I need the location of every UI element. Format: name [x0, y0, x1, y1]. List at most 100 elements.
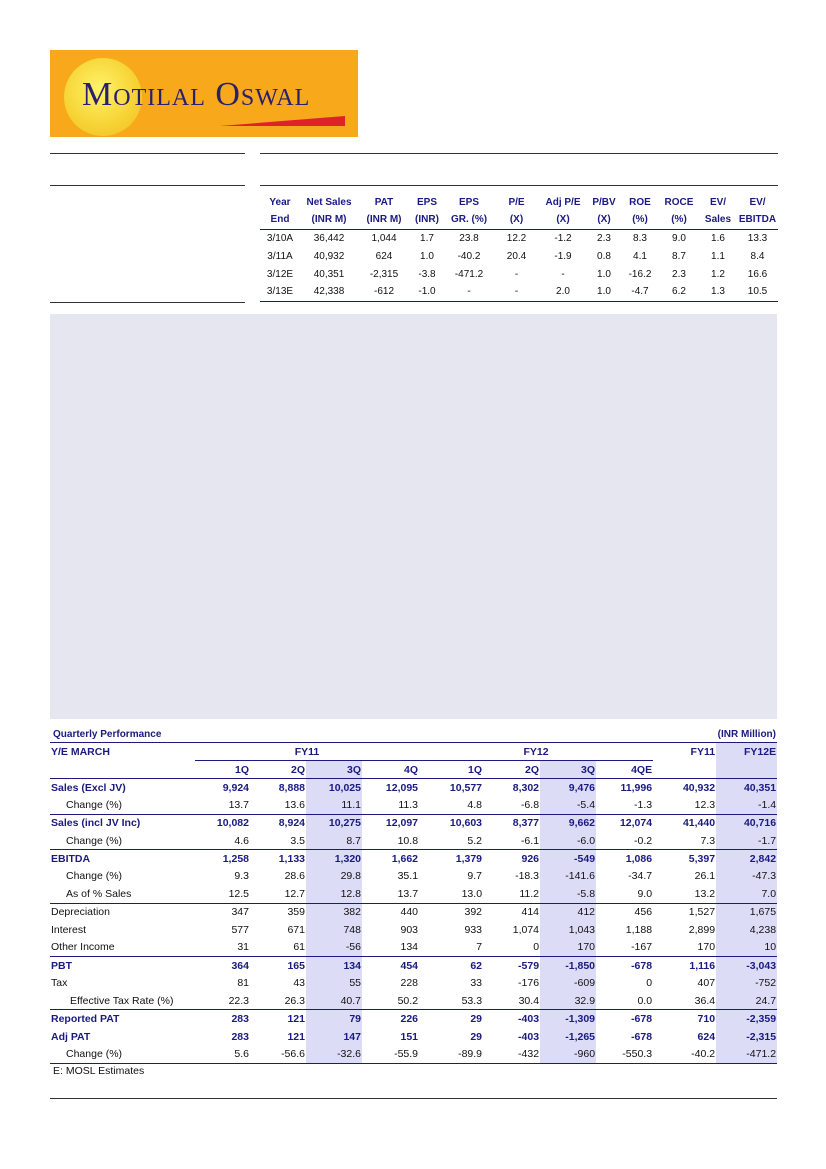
- table-cell: 392: [464, 906, 483, 919]
- table-cell: 31: [195, 938, 250, 958]
- table-cell: 5.6: [195, 1045, 250, 1064]
- table-cell: 407: [697, 977, 716, 990]
- table-cell: 671: [287, 923, 305, 936]
- table-cell: -40.2: [653, 1045, 717, 1064]
- table-cell: 134: [362, 938, 420, 958]
- table-cell: -609: [540, 974, 597, 993]
- table-cell: 10.8: [362, 831, 420, 851]
- table-cell: 903: [400, 923, 419, 936]
- table-row: Adj PAT 283 121 147 151 29 -403 -1,265 -678 624 -2…: [50, 1027, 778, 1046]
- table-cell: 1,188: [625, 923, 653, 936]
- table-cell: -1,309: [540, 1009, 597, 1028]
- quarter-header: 2Q: [525, 763, 540, 776]
- table-cell: 3/12E: [266, 268, 294, 280]
- table-cell: 121: [287, 1013, 305, 1026]
- table-cell: 1,074: [512, 923, 540, 936]
- table-cell: -6.1: [483, 831, 541, 851]
- table-cell: 9.0: [672, 232, 686, 244]
- group-fy12e-total: FY12E: [716, 743, 778, 761]
- table-cell: -18.3: [515, 870, 540, 883]
- table-cell: 165: [287, 959, 305, 972]
- table-cell: 29: [470, 1013, 483, 1026]
- table-cell: -549: [540, 849, 597, 868]
- column-header: P/BV: [592, 196, 616, 208]
- table-cell: 10,603: [449, 817, 483, 830]
- table-cell: 456: [634, 906, 653, 919]
- table-cell: 11.1: [306, 796, 362, 815]
- table-cell: 33: [470, 977, 483, 990]
- table-cell: 55: [306, 974, 362, 993]
- table-cell: 42,338: [300, 283, 358, 302]
- row-label: Effective Tax Rate (%): [50, 992, 195, 1011]
- table-cell: 12.7: [250, 885, 306, 904]
- table-cell: 0: [483, 938, 541, 958]
- table-cell: 1.7: [420, 232, 434, 244]
- table-cell: -2,359: [716, 1009, 778, 1028]
- table-cell: -678: [631, 959, 653, 972]
- table-cell: 10,082: [216, 817, 249, 830]
- table-cell: 26.3: [250, 992, 306, 1011]
- table-cell: 50.2: [362, 992, 420, 1011]
- logo-text: Motilal Oswal: [82, 76, 311, 113]
- table-cell: 1,675: [716, 903, 778, 921]
- table-cell: -47.3: [716, 867, 778, 886]
- table-cell: -176: [518, 977, 540, 990]
- quarter-header: 1Q: [234, 763, 249, 776]
- table-cell: 12,074: [619, 817, 653, 830]
- table-cell: 7.0: [716, 885, 778, 904]
- table-cell: 13.6: [250, 796, 306, 815]
- table-cell: 23.8: [459, 232, 479, 244]
- table-row: 3/10A 36,442 1,044 1.7 23.8 12.2 -1.2 2.3 8.3 9.0…: [260, 229, 778, 247]
- table-row: Change (%) 5.6 -56.6 -32.6 -55.9 -89.9 -432 -96…: [50, 1045, 778, 1064]
- table-cell: 1.0: [420, 250, 434, 262]
- table-cell: -55.9: [362, 1045, 420, 1064]
- table-cell: -56: [306, 938, 362, 958]
- row-label: Tax: [51, 977, 68, 990]
- table-cell: 0: [646, 977, 653, 990]
- table-cell: 624: [375, 250, 393, 262]
- table-cell: 170: [540, 938, 597, 958]
- table-cell: 8,888: [278, 781, 305, 794]
- column-header: EPS: [416, 196, 437, 208]
- table-cell: 8,377: [512, 817, 540, 830]
- divider: [50, 153, 245, 154]
- summary-table: Year Net Sales PAT EPS EPS P/E Adj P/E P/BV ROE R…: [260, 193, 778, 302]
- table-cell: 2,899: [688, 923, 716, 936]
- row-label: Sales (Excl JV): [51, 781, 126, 794]
- table-cell: 13.2: [653, 885, 717, 904]
- table-cell: 1.1: [711, 250, 725, 262]
- logo-sun-icon: [64, 58, 142, 136]
- table-cell: 8,924: [278, 817, 305, 830]
- column-header: Sales: [699, 211, 737, 230]
- table-row: Reported PAT 283 121 79 226 29 -403 -1,309 -678 7…: [50, 1009, 778, 1028]
- row-label: As of % Sales: [50, 885, 195, 904]
- table-cell: 9,476: [540, 778, 597, 797]
- table-cell: 1,258: [222, 852, 249, 865]
- table-row: 3/12E 40,351 -2,315 -3.8 -471.2 - - 1.0 -16.2 2.3…: [260, 265, 778, 283]
- table-cell: 440: [400, 906, 419, 919]
- table-cell: 28.6: [284, 870, 305, 883]
- table-cell: 412: [540, 903, 597, 921]
- table-cell: 22.3: [195, 992, 250, 1011]
- table-cell: 40,932: [682, 781, 716, 794]
- table-row: Tax 81 43 55 228 33 -176 -609 0 407 -752: [50, 974, 778, 993]
- row-label: Reported PAT: [51, 1013, 120, 1026]
- table-cell: 5.2: [419, 831, 484, 851]
- row-label: EBITDA: [51, 852, 91, 865]
- table-cell: -403: [518, 1030, 540, 1043]
- table-cell: -678: [631, 1030, 653, 1043]
- table-cell: 2.3: [597, 232, 611, 244]
- table-cell: 1,527: [688, 906, 716, 919]
- table-row: As of % Sales 12.5 12.7 12.8 13.7 13.0 11.2 -5.…: [50, 885, 778, 904]
- table-cell: 40,716: [716, 814, 778, 832]
- table-row: Change (%) 13.7 13.6 11.1 11.3 4.8 -6.8 -5.4 -1.…: [50, 796, 778, 815]
- table-cell: -56.6: [250, 1045, 306, 1064]
- table-row: Change (%) 9.3 28.6 29.8 35.1 9.7 -18.3 -141.6 -…: [50, 867, 778, 886]
- table-cell: 43: [293, 977, 305, 990]
- table-cell: 12,095: [385, 781, 419, 794]
- table-cell: 1.0: [597, 268, 611, 280]
- table-cell: 13.7: [362, 885, 420, 904]
- table-cell: 9.3: [234, 870, 249, 883]
- table-cell: 41,440: [682, 817, 716, 830]
- table-cell: -1,265: [540, 1027, 597, 1046]
